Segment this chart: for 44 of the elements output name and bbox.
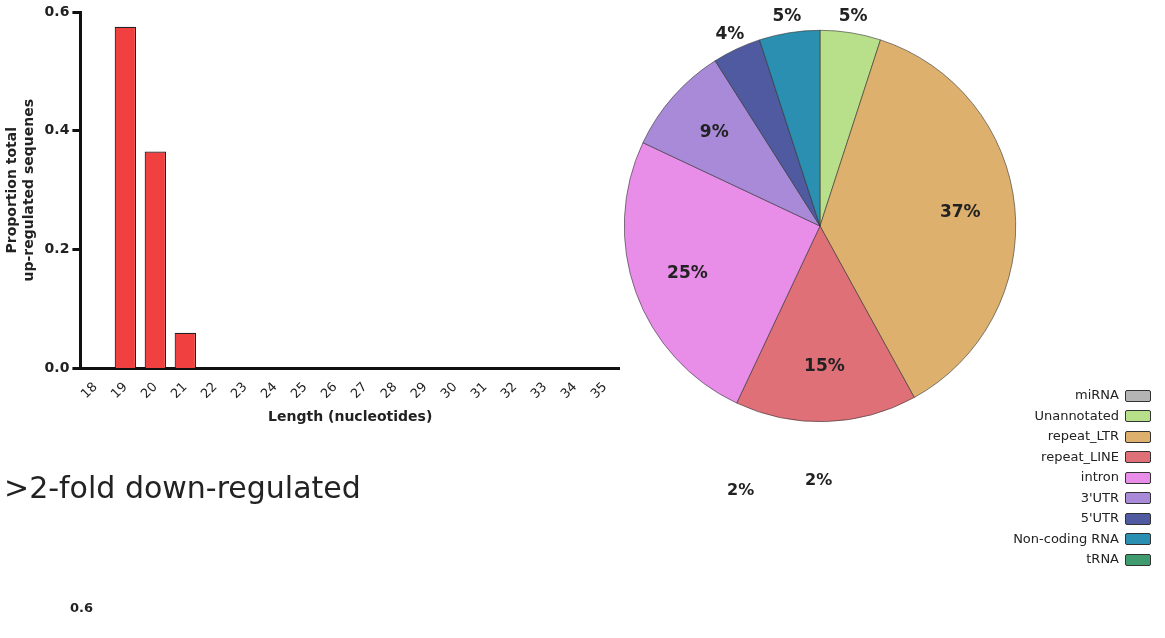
x-tick-label: 35 [587, 378, 610, 402]
x-tick-label: 34 [557, 378, 580, 402]
x-tick-label: 27 [347, 378, 370, 402]
x-tick-label: 32 [497, 378, 520, 402]
text: >2-fold down-regulated [4, 470, 361, 505]
y-tick-label: 0.4 [44, 121, 70, 138]
x-tick-label: 31 [467, 378, 490, 402]
data-label: 37% [939, 201, 981, 222]
data-label: 5% [838, 5, 868, 26]
x-tick-label: 33 [527, 378, 550, 402]
x-tick-label: 21 [167, 378, 190, 402]
legend-label: Non-coding RNA [1013, 530, 1119, 546]
y-tick-label: 0.6 [44, 2, 70, 19]
x-tick-label: 22 [197, 378, 220, 402]
x-tick-label: 25 [287, 378, 310, 402]
data-label: 4% [715, 22, 745, 43]
legend-label: repeat_LINE [1041, 448, 1119, 464]
text: 0.6 [70, 600, 94, 615]
x-tick-label: 19 [107, 378, 130, 402]
legend-label: Unannotated [1034, 407, 1119, 423]
legend-label: tRNA [1086, 551, 1119, 566]
text: 2% [805, 470, 833, 489]
data-label: 9% [699, 121, 729, 142]
legend-label: 5'UTR [1080, 510, 1119, 525]
y-axis-title: Proportion total up-regulated sequenes [3, 98, 36, 282]
x-tick-label: 28 [377, 378, 400, 402]
y-tick-label: 0.0 [44, 359, 70, 376]
legend-label: repeat_LTR [1047, 428, 1119, 443]
y-tick-label: 0.2 [44, 240, 70, 257]
x-axis-title: Length (nucleotides) [268, 408, 433, 425]
data-label: 15% [804, 355, 845, 376]
legend-label: 3'UTR [1080, 489, 1119, 505]
data-label: 5% [772, 5, 802, 26]
legend-label: miRNA [1075, 387, 1119, 402]
x-tick-label: 26 [317, 378, 340, 402]
x-tick-label: 23 [227, 378, 250, 402]
x-tick-label: 30 [437, 378, 460, 402]
data-label: 25% [667, 262, 708, 283]
x-tick-label: 18 [77, 378, 100, 402]
x-tick-label: 20 [137, 378, 160, 402]
text: 2% [727, 480, 755, 499]
x-tick-label: 29 [407, 378, 430, 402]
legend-label: intron [1080, 469, 1119, 484]
x-tick-label: 24 [257, 378, 280, 402]
